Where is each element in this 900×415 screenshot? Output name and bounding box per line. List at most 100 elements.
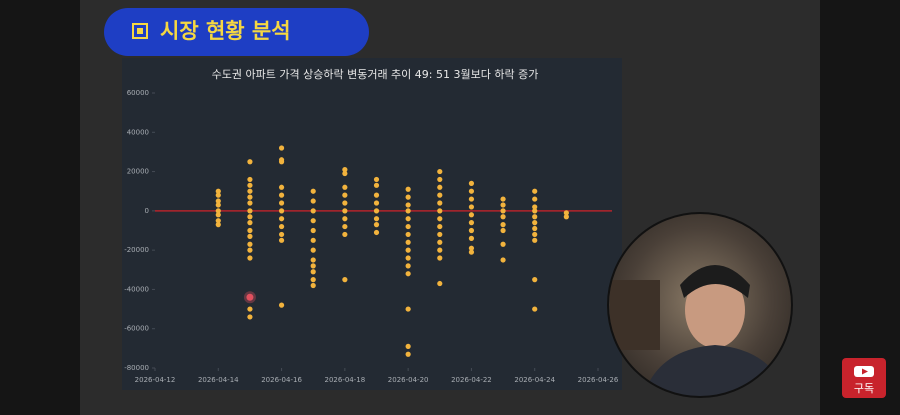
badge-icon-inner [137,28,143,34]
point [247,194,253,200]
subscribe-button[interactable] [842,358,886,398]
point [405,216,411,222]
point [278,223,285,230]
point [373,176,380,183]
point [247,214,253,220]
point [247,227,253,234]
point [310,218,316,224]
point [310,247,316,253]
point [310,188,316,194]
point [500,241,506,247]
point [247,314,253,320]
x-tick-label: 2026-04-12 [135,376,176,384]
x-tick-label: 2026-04-24 [514,376,555,384]
point [532,306,538,312]
point [278,192,285,198]
x-tick-label: 2026-04-18 [325,376,366,384]
point [437,231,443,238]
point [500,208,506,214]
point [278,237,285,243]
point [437,216,443,222]
point [500,227,506,234]
point [405,194,411,200]
point [215,198,221,204]
point [437,176,443,183]
point [532,204,538,210]
point [310,257,316,263]
point [563,214,569,220]
point [247,159,253,165]
point [500,196,506,202]
point [215,192,221,198]
point [405,247,411,253]
point [405,202,411,208]
point [310,198,316,204]
point [468,235,475,241]
point [532,214,538,220]
y-tick-label: -40000 [124,285,149,293]
point [532,277,538,283]
point [215,202,221,208]
point [247,233,253,239]
point [278,159,285,165]
point [500,214,506,220]
point [247,182,253,188]
badge-icon [132,23,148,39]
point [532,237,538,243]
point [437,239,443,245]
point [437,192,443,198]
title-badge [104,8,369,56]
point [278,184,285,190]
point [500,257,506,263]
point [278,200,285,206]
point [532,231,538,238]
point [373,182,380,188]
point [405,343,411,349]
x-tick-label: 2026-04-16 [261,376,302,384]
point [342,167,348,173]
point [247,306,253,312]
point [437,208,443,214]
point [342,184,348,190]
point [532,208,538,214]
badge-title: 시장 현황 분석 [160,19,291,43]
point [373,229,380,236]
point [405,306,411,312]
point [342,231,348,238]
point [373,216,380,222]
point [468,220,475,226]
point [247,220,253,226]
point [437,168,443,175]
point [405,271,411,277]
point [215,212,221,218]
point [532,196,538,202]
point [247,247,253,253]
point [373,192,380,198]
subscribe-label[interactable]: 구독 [854,382,874,395]
y-tick-label: 20000 [127,168,149,176]
point [310,208,316,214]
point [468,227,475,234]
point [437,184,443,190]
y-tick-label: -80000 [124,364,149,372]
point [405,351,411,357]
y-tick-label: -20000 [124,246,149,254]
point [278,208,285,214]
point [215,208,221,214]
point [215,188,221,194]
point [405,208,411,214]
chart-panel [122,58,622,390]
point [278,145,285,151]
point [247,188,253,194]
point [563,210,569,216]
point [468,249,475,255]
point [247,255,253,261]
chart-title: 수도권 아파트 가격 상승하락 변동거래 추이 49: 51 3월보다 하락 증… [212,67,539,81]
point [278,231,285,238]
point [405,255,411,261]
point [342,223,348,230]
subscribe-icon-play [862,368,868,375]
point [247,208,253,214]
point [532,220,538,226]
y-tick-label: 40000 [127,128,149,136]
